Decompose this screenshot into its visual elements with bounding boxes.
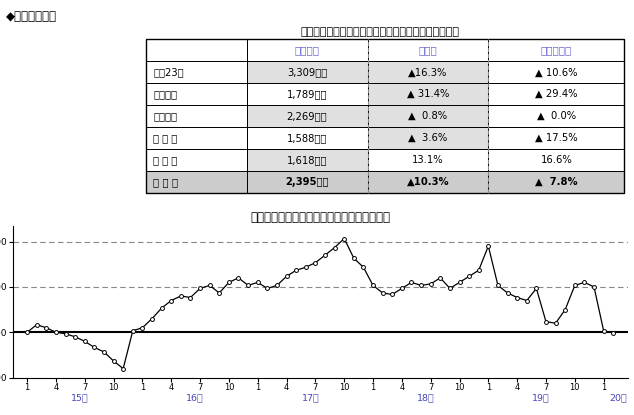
Text: 前月比: 前月比 xyxy=(418,45,437,55)
Text: 首 都 圈: 首 都 圈 xyxy=(153,177,178,187)
Text: 1,618万円: 1,618万円 xyxy=(287,155,327,165)
Text: 2,395万円: 2,395万円 xyxy=(285,177,329,187)
Text: 15年: 15年 xyxy=(71,393,89,403)
Text: 20年: 20年 xyxy=(609,393,627,403)
Text: ▲ 29.4%: ▲ 29.4% xyxy=(535,89,578,99)
Text: 1,588万円: 1,588万円 xyxy=(287,133,327,143)
Text: 東京都下: 東京都下 xyxy=(153,89,178,99)
Text: 埼 玉 県: 埼 玉 県 xyxy=(153,133,178,143)
Text: ▲  7.8%: ▲ 7.8% xyxy=(535,177,578,187)
Text: 1,789万円: 1,789万円 xyxy=(287,89,327,99)
Text: 中古マンションの成約価格および前月比、前年同月比: 中古マンションの成約価格および前月比、前年同月比 xyxy=(301,27,460,37)
Text: ▲10.3%: ▲10.3% xyxy=(406,177,450,187)
Text: ▲ 10.6%: ▲ 10.6% xyxy=(535,67,578,77)
Text: 前年同月比: 前年同月比 xyxy=(541,45,572,55)
Text: 3,309万円: 3,309万円 xyxy=(287,67,327,77)
Text: 13.1%: 13.1% xyxy=(412,155,444,165)
Text: 東京23区: 東京23区 xyxy=(153,67,184,77)
Text: ▲16.3%: ▲16.3% xyxy=(408,67,448,77)
Text: 18年: 18年 xyxy=(417,393,435,403)
Text: ▲  0.8%: ▲ 0.8% xyxy=(408,111,448,121)
Text: ▲ 31.4%: ▲ 31.4% xyxy=(407,89,449,99)
Text: 千 葉 県: 千 葉 県 xyxy=(153,155,178,165)
Text: 16年: 16年 xyxy=(186,393,204,403)
Text: ▲  0.0%: ▲ 0.0% xyxy=(537,111,576,121)
Text: 2,269万円: 2,269万円 xyxy=(287,111,327,121)
Text: ◆平均成約価格: ◆平均成約価格 xyxy=(6,10,57,23)
Text: ▲ 17.5%: ▲ 17.5% xyxy=(535,133,578,143)
Text: 16.6%: 16.6% xyxy=(541,155,573,165)
Text: 成約価格: 成約価格 xyxy=(295,45,320,55)
Text: 19年: 19年 xyxy=(533,393,550,403)
Text: 神奈川県: 神奈川県 xyxy=(153,111,178,121)
Text: 17年: 17年 xyxy=(302,393,320,403)
Title: 中古マンションの成約価格の推移（首都圈）: 中古マンションの成約価格の推移（首都圈） xyxy=(250,211,390,224)
Text: ▲  3.6%: ▲ 3.6% xyxy=(408,133,448,143)
